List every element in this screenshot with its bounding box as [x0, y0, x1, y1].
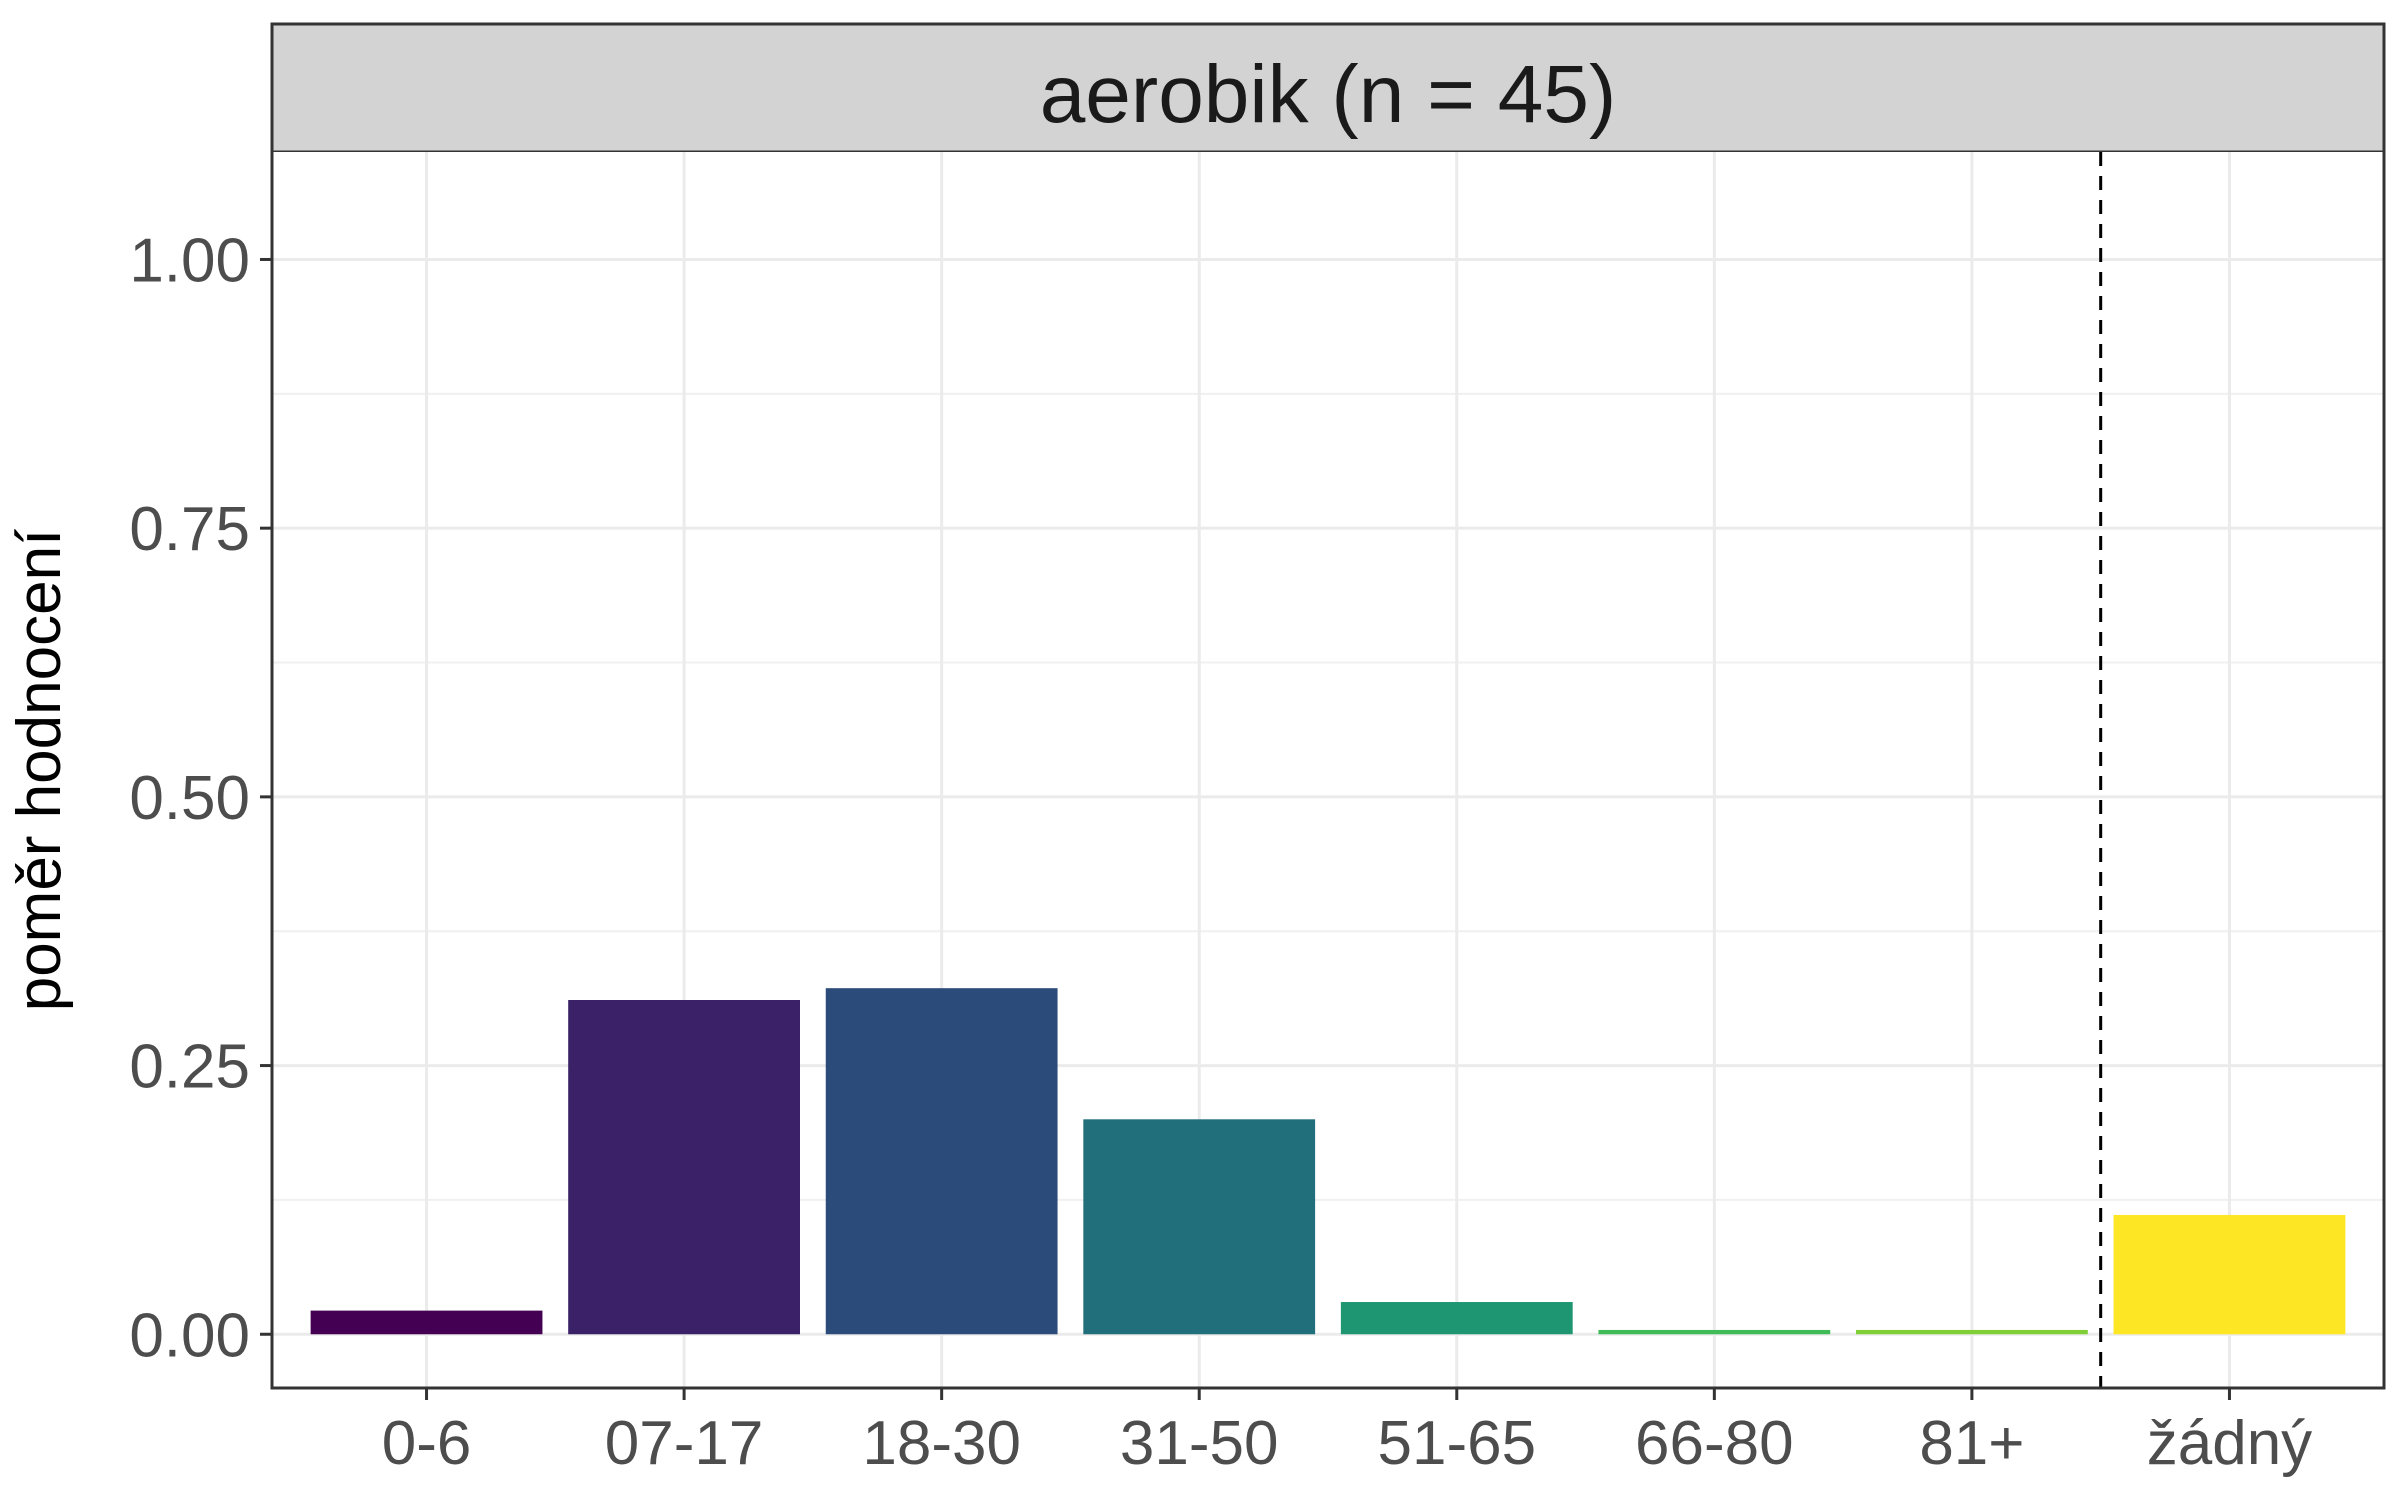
facet-strip [272, 24, 2384, 152]
panel-border [270, 22, 2386, 1390]
y-tick-label: 0.75 [129, 495, 250, 564]
bar-31-50 [1083, 1119, 1316, 1335]
x-tick-label: 66-80 [1635, 1409, 1794, 1478]
bar-žádný [2113, 1214, 2346, 1335]
bar-18-30 [825, 988, 1058, 1335]
bar-81+ [1856, 1329, 2088, 1335]
y-tick-label: 0.50 [129, 764, 250, 833]
minor-gridlines [272, 392, 2384, 1201]
bar-0-6 [310, 1310, 543, 1335]
y-tick-label: 0.00 [129, 1301, 250, 1370]
x-tick-label: žádný [2147, 1409, 2312, 1478]
bar-51-65 [1340, 1302, 1573, 1335]
x-tick-label: 07-17 [605, 1409, 764, 1478]
x-tick-label: 81+ [1919, 1409, 2024, 1478]
x-tick-label: 0-6 [382, 1409, 472, 1478]
bar-07-17 [568, 1000, 800, 1335]
bar-66-80 [1598, 1329, 1831, 1335]
y-axis-title: poměr hodnocení [5, 529, 74, 1012]
x-tick-label: 31-50 [1120, 1409, 1279, 1478]
x-tick-label: 51-65 [1377, 1409, 1536, 1478]
facet-title: aerobik (n = 45) [1040, 49, 1617, 140]
y-tick-label: 1.00 [129, 226, 250, 295]
y-tick-label: 0.25 [129, 1033, 250, 1102]
x-axis: 0-6 07-17 18-30 31-50 51-65 66-80 81+ žádný [382, 1388, 2312, 1478]
x-tick-label: 18-30 [862, 1409, 1021, 1478]
bars [310, 988, 2346, 1335]
y-axis: 0.00 0.25 0.50 0.75 1.00 [129, 226, 272, 1370]
